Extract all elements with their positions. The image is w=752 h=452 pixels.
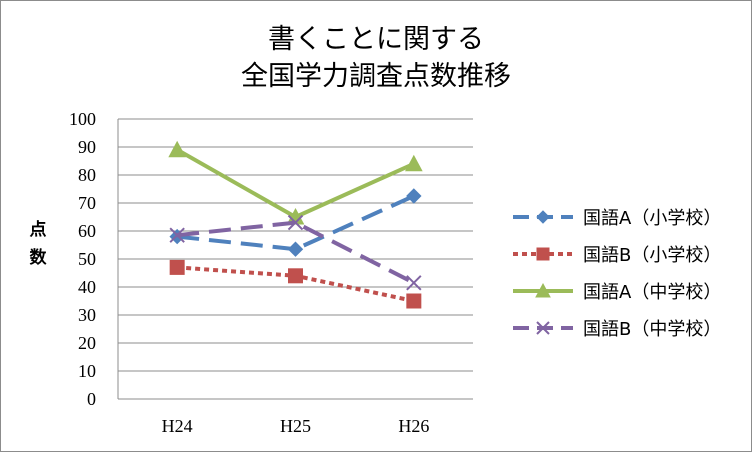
y-tick-label: 100	[69, 109, 96, 129]
chart-title-line-1: 書くことに関する	[268, 24, 484, 55]
legend-marker-4	[536, 321, 550, 335]
data-point-s2-3	[406, 293, 422, 309]
legend: 国語A（小学校） 国語B（小学校） 国語A（中学校） 国語B（中学校）	[513, 208, 721, 340]
data-point-s4-3	[406, 275, 422, 291]
y-tick-label: 20	[78, 333, 96, 353]
series-line-1	[176, 194, 415, 252]
y-tick-label: 0	[87, 389, 96, 409]
data-point-s4-2	[287, 214, 304, 231]
x-tick-label: H25	[280, 416, 311, 436]
legend-marker-2	[536, 247, 550, 261]
y-axis-label-char-1: 点	[30, 219, 47, 240]
series-line-3	[176, 148, 415, 219]
x-tick-label: H26	[398, 416, 429, 436]
y-axis-label-char-2: 数	[30, 247, 48, 268]
data-point-s2-2	[288, 268, 303, 284]
legend-label-1: 国語A（小学校）	[583, 208, 721, 229]
y-tick-label: 90	[78, 137, 96, 157]
y-tick-label: 80	[78, 165, 96, 185]
axes: 0 10 20 30 40 50 60 70 80 90 100 H24 H25 H26	[69, 109, 429, 436]
plot-area	[168, 140, 423, 309]
legend-marker-3	[535, 282, 551, 298]
data-point-s2-1	[169, 259, 185, 275]
data-point-s4-2-stroke-b	[287, 214, 304, 231]
legend-label-3: 国語A（中学校）	[583, 282, 721, 303]
data-point-s1-3	[406, 188, 422, 204]
x-tick-label: H24	[162, 416, 193, 436]
data-point-s1-2	[287, 241, 304, 257]
data-point-s4-1-stroke-b	[169, 227, 185, 243]
legend-marker-1	[536, 210, 550, 224]
legend-marker-4-stroke-b	[536, 321, 550, 335]
gridlines	[118, 118, 473, 400]
y-tick-label: 60	[78, 221, 96, 241]
y-tick-label: 50	[78, 249, 96, 269]
data-point-s4-1	[169, 227, 185, 243]
y-tick-label: 30	[78, 305, 96, 325]
y-tick-label: 70	[78, 193, 96, 213]
y-tick-label: 40	[78, 277, 96, 297]
legend-label-4: 国語B（中学校）	[583, 319, 721, 340]
data-point-s3-1	[168, 140, 187, 158]
chart-title-line-2: 全国学力調査点数推移	[241, 61, 511, 92]
data-point-s3-3	[405, 154, 423, 172]
y-tick-label: 10	[78, 361, 96, 381]
series-line-4	[176, 220, 415, 285]
data-point-s4-3-stroke-b	[406, 275, 422, 291]
legend-label-2: 国語B（小学校）	[583, 245, 721, 266]
